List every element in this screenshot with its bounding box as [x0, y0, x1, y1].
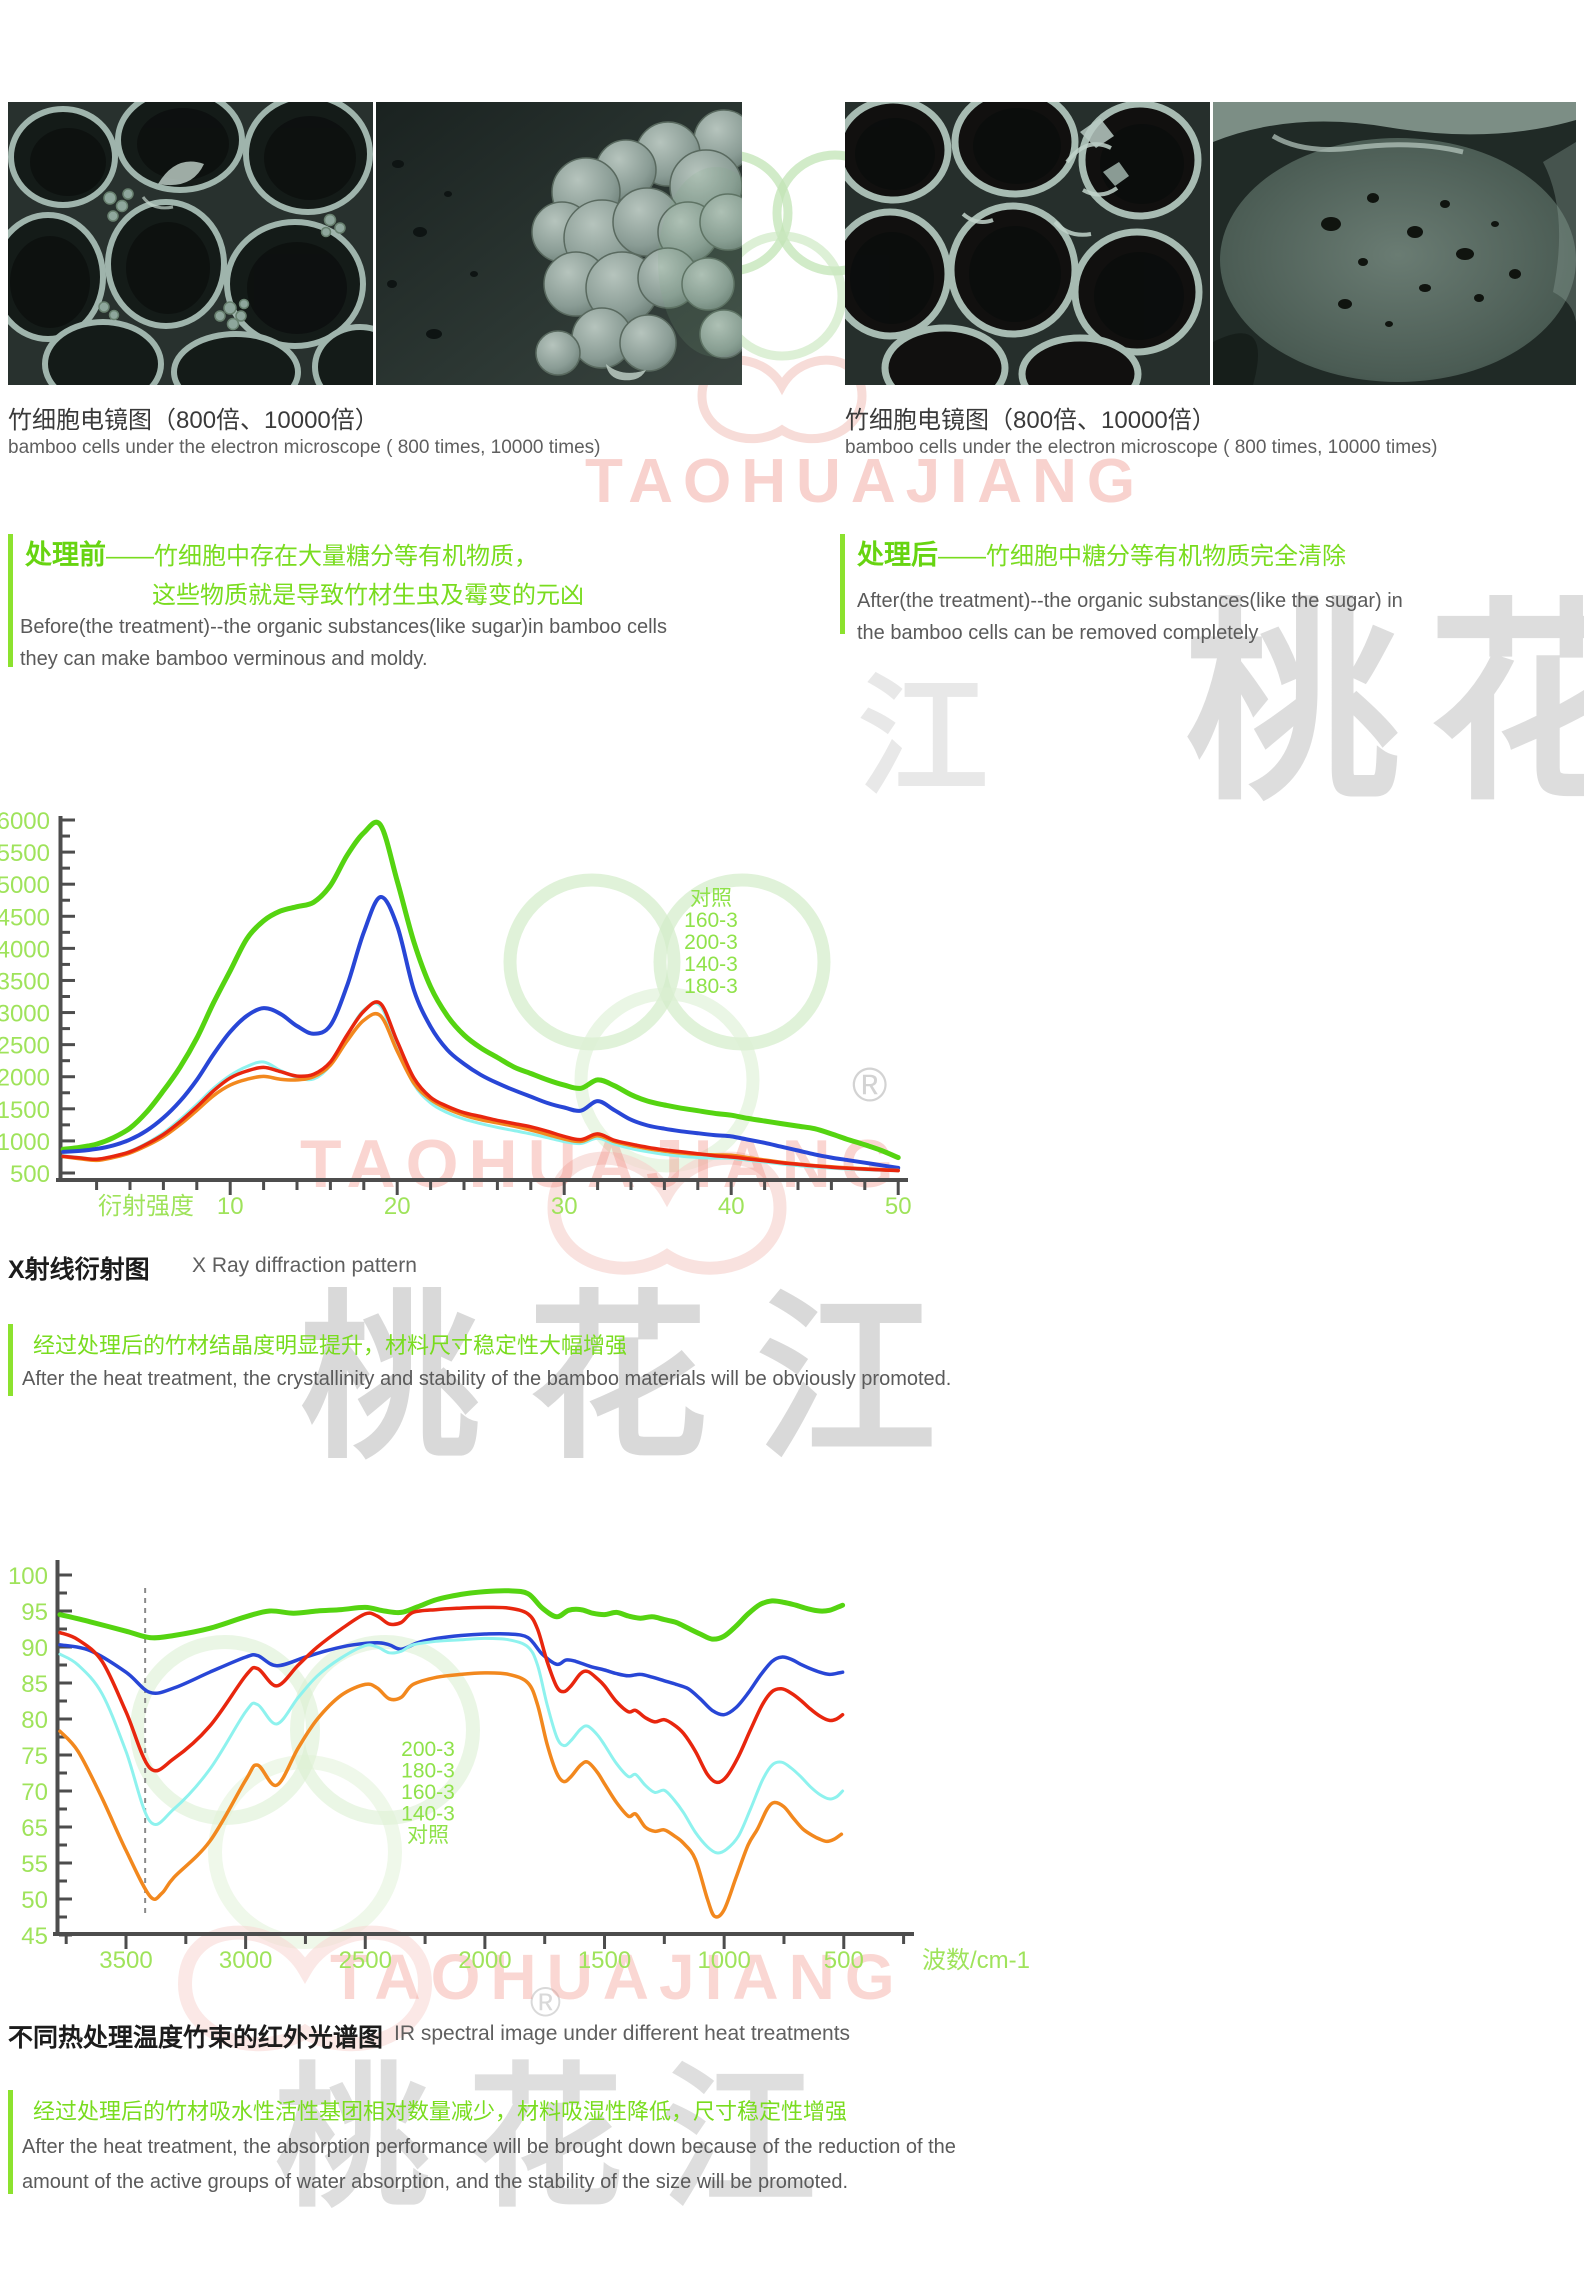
after-line1: ——竹细胞中糖分等有机物质完全清除: [938, 543, 1346, 570]
before-en1: Before(the treatment)--the organic subst…: [20, 616, 667, 638]
svg-text:3000: 3000: [0, 1001, 50, 1028]
svg-text:100: 100: [8, 1563, 48, 1590]
registered-mark-watermark-xrd: ®: [852, 1059, 888, 1112]
caption-left-en: bamboo cells under the electron microsco…: [8, 437, 601, 458]
after-title: 处理后: [857, 540, 938, 570]
before-line1: ——竹细胞中存在大量糖分等有机物质，: [106, 543, 538, 570]
svg-text:衍射强度: 衍射强度: [98, 1193, 194, 1220]
svg-text:6000: 6000: [0, 808, 50, 835]
svg-text:65: 65: [21, 1815, 48, 1842]
svg-text:140-3: 140-3: [684, 953, 738, 976]
svg-text:对照: 对照: [690, 887, 732, 910]
svg-text:波数/cm-1: 波数/cm-1: [922, 1947, 1030, 1974]
brand-cjk-jiang-watermark: 江: [858, 660, 989, 813]
svg-text:3500: 3500: [99, 1947, 152, 1974]
after-section-bar: [840, 534, 845, 634]
xrd-title-en: X Ray diffraction pattern: [192, 1254, 417, 1277]
svg-text:3000: 3000: [219, 1947, 272, 1974]
registered-mark-watermark-ir: ®: [530, 1978, 561, 2025]
before-title: 处理前: [25, 540, 106, 570]
xrd-note-zh: 经过处理后的竹材结晶度明显提升，材料尺寸稳定性大幅增强: [33, 1333, 628, 1358]
svg-text:4000: 4000: [0, 936, 50, 963]
svg-text:2000: 2000: [458, 1947, 511, 1974]
svg-text:20: 20: [384, 1193, 411, 1220]
caption-right-en: bamboo cells under the electron microsco…: [845, 437, 1438, 458]
svg-text:85: 85: [21, 1671, 48, 1698]
svg-text:1500: 1500: [0, 1097, 50, 1124]
ir-title-zh: 不同热处理温度竹束的红外光谱图: [8, 2024, 384, 2052]
svg-text:200-3: 200-3: [684, 931, 738, 954]
brand-clover-logo-xrd: [503, 873, 831, 1275]
svg-text:2500: 2500: [0, 1033, 50, 1060]
ir-note-en1: After the heat treatment, the absorption…: [22, 2136, 956, 2158]
svg-text:2000: 2000: [0, 1065, 50, 1092]
caption-left-zh: 竹细胞电镜图（800倍、10000倍）: [8, 407, 379, 434]
svg-text:1000: 1000: [697, 1947, 750, 1974]
after-heading: 处理后——竹细胞中糖分等有机物质完全清除: [857, 533, 1346, 572]
svg-text:500: 500: [824, 1947, 864, 1974]
brand-word-watermark-xrd: TAOHUAJIANG: [300, 1126, 904, 1202]
after-en2: the bamboo cells can be removed complete…: [857, 622, 1259, 644]
ir-title-en: IR spectral image under different heat t…: [394, 2022, 851, 2045]
xrd-chart: 6000 5500 5000 4500 4000 3500 3000 2500 2000 1500…: [0, 808, 912, 1220]
before-en2: they can make bamboo verminous and moldy…: [20, 648, 428, 670]
svg-text:140-3: 140-3: [401, 1803, 455, 1826]
brand-clover-logo-ir: [130, 1635, 480, 2052]
brand-word-watermark-ir: TAOHUAJIANG: [330, 1941, 905, 2013]
svg-text:1000: 1000: [0, 1129, 50, 1156]
sem-image-after-800x: [845, 102, 1210, 385]
svg-text:30: 30: [551, 1193, 578, 1220]
svg-text:40: 40: [718, 1193, 745, 1220]
svg-text:1500: 1500: [578, 1947, 631, 1974]
svg-text:160-3: 160-3: [684, 909, 738, 932]
svg-text:3500: 3500: [0, 968, 50, 995]
sem-image-before-10000x: [376, 102, 742, 385]
sem-image-after-10000x: [1213, 102, 1576, 385]
before-heading: 处理前——竹细胞中存在大量糖分等有机物质，: [25, 533, 538, 572]
svg-text:200-3: 200-3: [401, 1738, 455, 1761]
sem-image-before-800x: [8, 102, 373, 385]
svg-text:55: 55: [21, 1851, 48, 1878]
ir-note-bar: [8, 2090, 13, 2194]
svg-text:50: 50: [885, 1193, 912, 1220]
svg-text:5500: 5500: [0, 840, 50, 867]
svg-text:180-3: 180-3: [401, 1760, 455, 1783]
svg-text:90: 90: [21, 1635, 48, 1662]
svg-text:45: 45: [21, 1923, 48, 1950]
svg-text:4500: 4500: [0, 904, 50, 931]
svg-text:500: 500: [10, 1161, 50, 1188]
svg-text:5000: 5000: [0, 872, 50, 899]
svg-text:180-3: 180-3: [684, 975, 738, 998]
before-section-bar: [8, 534, 13, 667]
brand-cjk-watermark-top: 桃花: [1185, 577, 1584, 830]
svg-text:70: 70: [21, 1779, 48, 1806]
svg-text:对照: 对照: [407, 1824, 449, 1847]
xrd-title-zh: X射线衍射图: [8, 1256, 150, 1284]
svg-text:50: 50: [21, 1887, 48, 1914]
ir-chart: 100 95 90 85 80 75 70 65 55 50 45 3500 3000 2500 2000 1…: [8, 1560, 1030, 1974]
svg-text:160-3: 160-3: [401, 1781, 455, 1804]
ir-note-zh: 经过处理后的竹材吸水性活性基团相对数量减少，材料吸湿性降低，尺寸稳定性增强: [33, 2099, 848, 2124]
svg-text:80: 80: [21, 1707, 48, 1734]
xrd-note-bar: [8, 1324, 13, 1396]
before-line2: 这些物质就是导致竹材生虫及霉变的元凶: [152, 582, 584, 609]
caption-right-zh: 竹细胞电镜图（800倍、10000倍）: [845, 407, 1216, 434]
svg-text:10: 10: [217, 1193, 244, 1220]
ir-note-en2: amount of the active groups of water abs…: [22, 2171, 849, 2193]
svg-text:95: 95: [21, 1599, 48, 1626]
after-en1: After(the treatment)--the organic substa…: [857, 590, 1403, 612]
svg-text:75: 75: [21, 1743, 48, 1770]
svg-text:2500: 2500: [339, 1947, 392, 1974]
xrd-note-en: After the heat treatment, the crystallin…: [22, 1368, 952, 1390]
